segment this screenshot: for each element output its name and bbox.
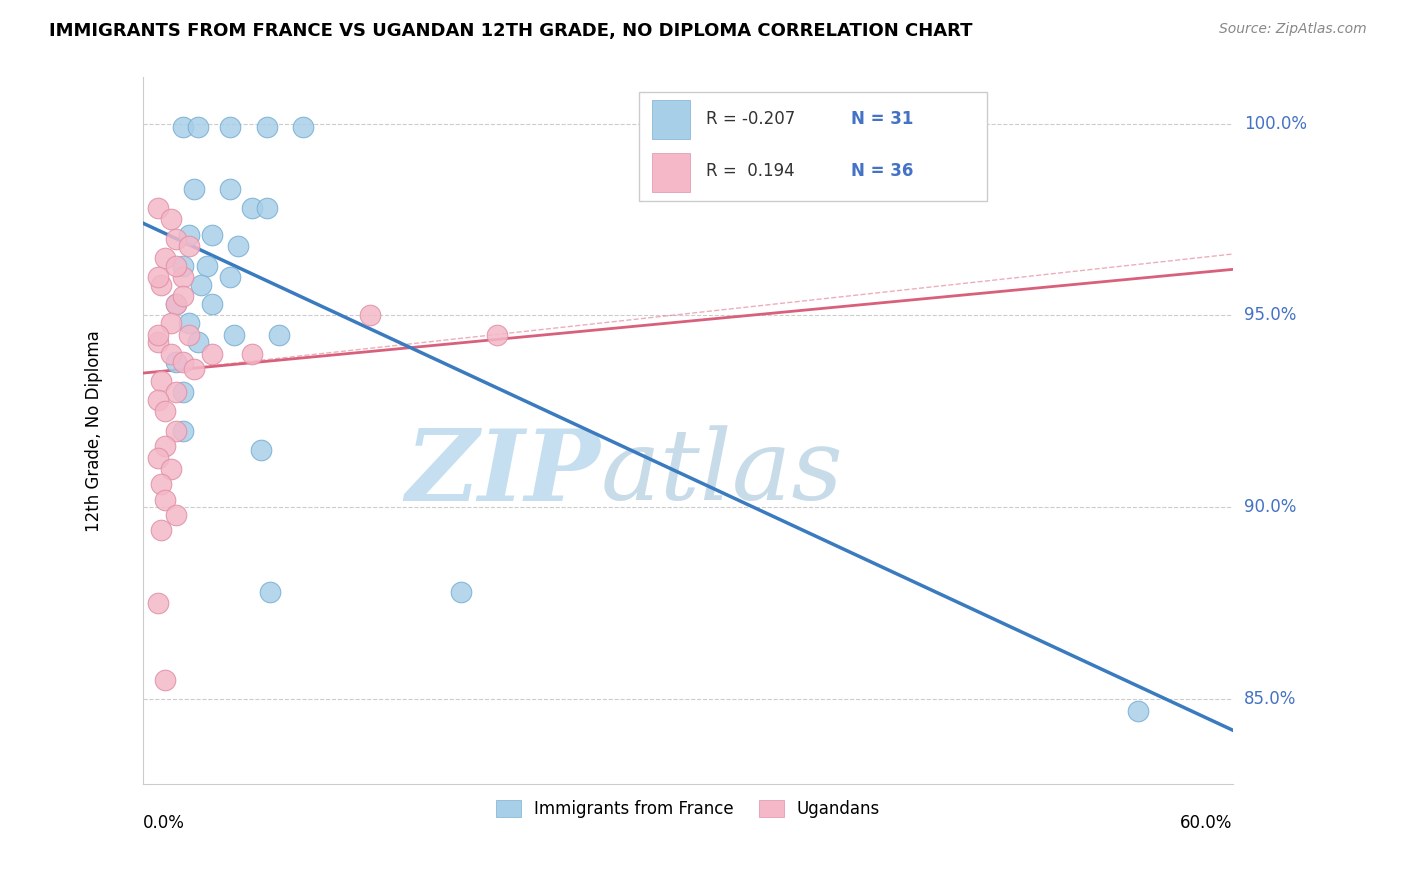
Point — [172, 270, 194, 285]
Point — [153, 439, 176, 453]
Point — [146, 450, 169, 465]
Point — [146, 596, 169, 610]
Point — [259, 585, 281, 599]
Point — [159, 462, 181, 476]
Text: R =  0.194: R = 0.194 — [706, 162, 794, 180]
Point — [359, 309, 381, 323]
Point — [183, 182, 205, 196]
Point — [201, 227, 224, 242]
Point — [486, 327, 509, 342]
Point — [240, 201, 263, 215]
Point — [165, 297, 187, 311]
Point — [187, 120, 209, 135]
FancyBboxPatch shape — [638, 92, 987, 201]
Point — [187, 335, 209, 350]
Point — [165, 259, 187, 273]
Point — [159, 316, 181, 330]
Point — [150, 277, 173, 292]
Text: 12th Grade, No Diploma: 12th Grade, No Diploma — [86, 330, 103, 532]
Text: ZIP: ZIP — [406, 425, 600, 521]
Point — [190, 277, 212, 292]
FancyBboxPatch shape — [652, 100, 690, 138]
Point — [150, 524, 173, 538]
Point — [1126, 704, 1149, 718]
Point — [165, 297, 187, 311]
Point — [165, 354, 187, 368]
Point — [183, 362, 205, 376]
Point — [219, 182, 242, 196]
Point — [146, 327, 169, 342]
Point — [177, 316, 200, 330]
Text: N = 36: N = 36 — [851, 162, 914, 180]
Point — [450, 585, 472, 599]
Point — [153, 404, 176, 418]
Text: Source: ZipAtlas.com: Source: ZipAtlas.com — [1219, 22, 1367, 37]
Point — [256, 120, 278, 135]
Point — [172, 424, 194, 438]
Point — [146, 335, 169, 350]
Point — [219, 120, 242, 135]
Point — [172, 289, 194, 303]
Point — [250, 442, 273, 457]
Point — [153, 673, 176, 688]
Text: 95.0%: 95.0% — [1244, 307, 1296, 325]
Point — [159, 347, 181, 361]
Text: R = -0.207: R = -0.207 — [706, 110, 796, 128]
Point — [256, 201, 278, 215]
Point — [165, 385, 187, 400]
Point — [165, 508, 187, 522]
Point — [195, 259, 218, 273]
Point — [868, 120, 890, 135]
Point — [172, 354, 194, 368]
Text: 85.0%: 85.0% — [1244, 690, 1296, 708]
Point — [172, 120, 194, 135]
Point — [177, 239, 200, 253]
Point — [172, 259, 194, 273]
Point — [165, 424, 187, 438]
Point — [165, 232, 187, 246]
Text: 100.0%: 100.0% — [1244, 114, 1306, 133]
Point — [150, 374, 173, 388]
Point — [240, 347, 263, 361]
Point — [201, 347, 224, 361]
Point — [224, 327, 246, 342]
Point — [292, 120, 315, 135]
Point — [839, 120, 862, 135]
Point — [269, 327, 291, 342]
Text: 90.0%: 90.0% — [1244, 499, 1296, 516]
Text: atlas: atlas — [600, 425, 844, 521]
Point — [153, 251, 176, 265]
Text: 0.0%: 0.0% — [143, 814, 186, 832]
Point — [172, 385, 194, 400]
Point — [146, 392, 169, 407]
Point — [201, 297, 224, 311]
Point — [177, 227, 200, 242]
Legend: Immigrants from France, Ugandans: Immigrants from France, Ugandans — [489, 794, 887, 825]
Point — [159, 212, 181, 227]
Point — [146, 201, 169, 215]
Text: N = 31: N = 31 — [851, 110, 914, 128]
FancyBboxPatch shape — [652, 153, 690, 193]
Point — [226, 239, 249, 253]
Text: 60.0%: 60.0% — [1180, 814, 1233, 832]
Point — [150, 477, 173, 491]
Text: IMMIGRANTS FROM FRANCE VS UGANDAN 12TH GRADE, NO DIPLOMA CORRELATION CHART: IMMIGRANTS FROM FRANCE VS UGANDAN 12TH G… — [49, 22, 973, 40]
Point — [177, 327, 200, 342]
Point — [146, 270, 169, 285]
Point — [219, 270, 242, 285]
Point — [153, 492, 176, 507]
